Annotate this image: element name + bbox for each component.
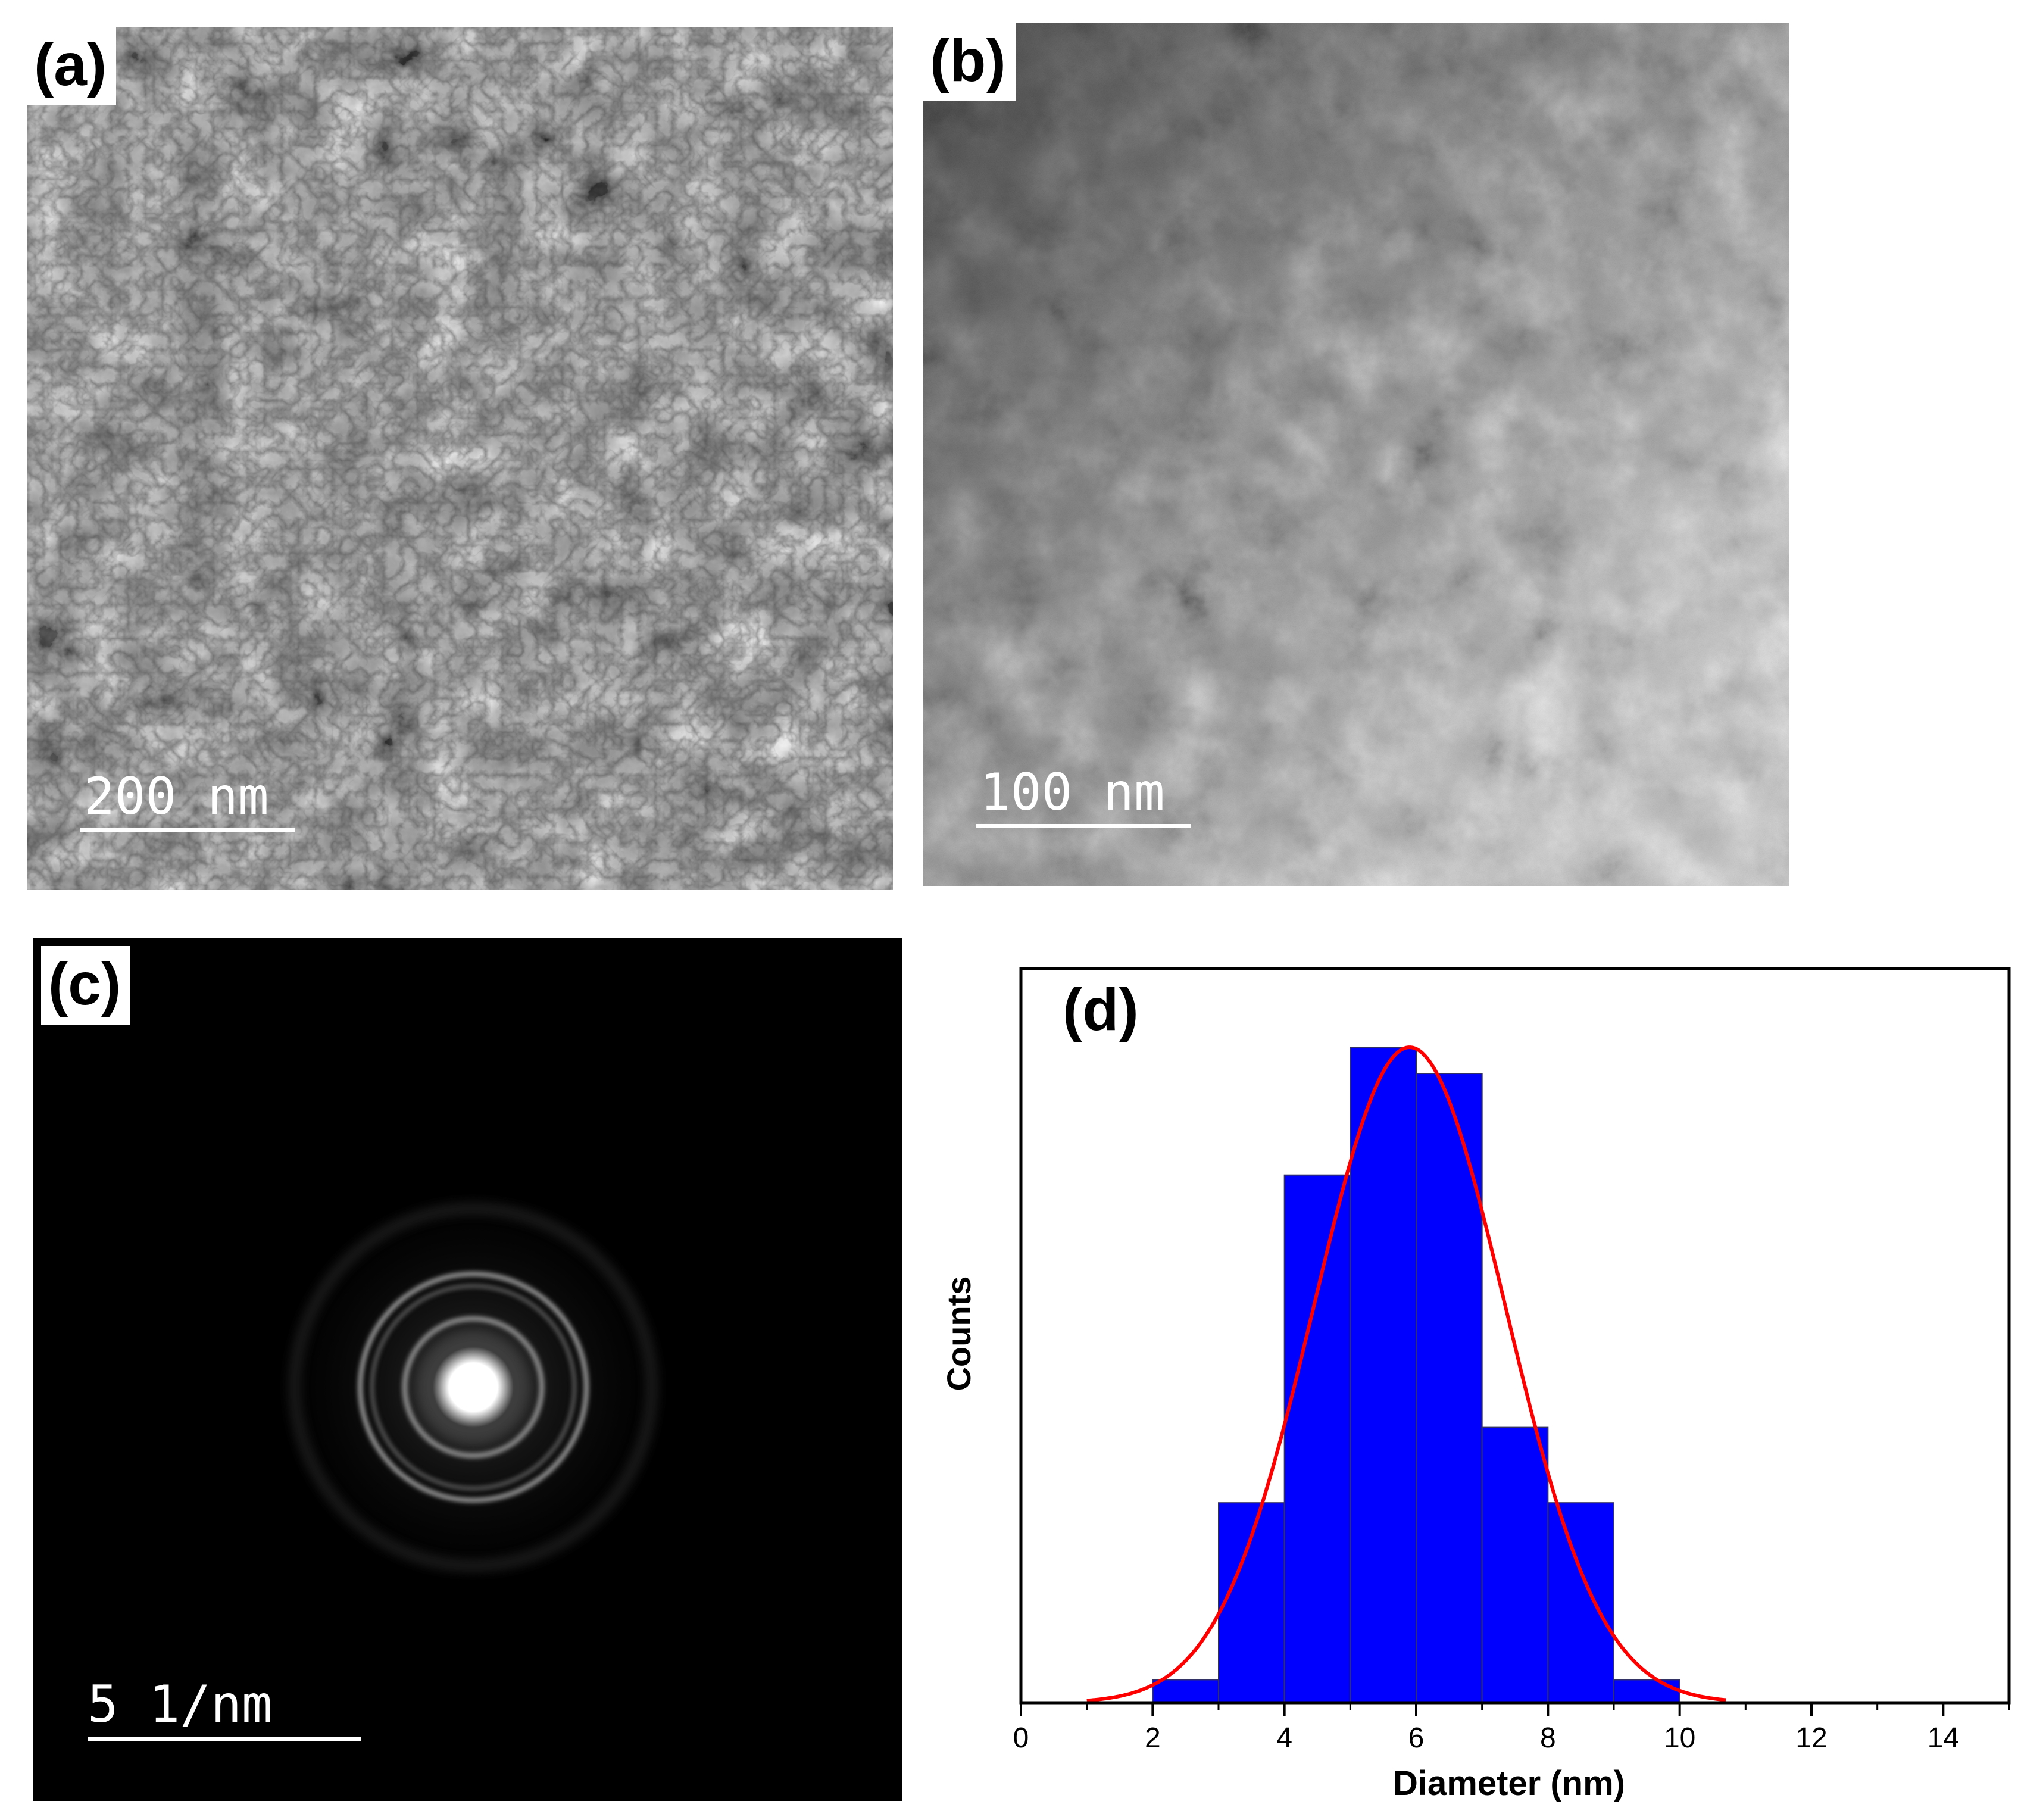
histogram-chart: Counts Diameter (nm) (d) 0 2 4 6 8 10 12 14 <box>940 967 2011 1803</box>
x-tick-label: 14 <box>1928 1722 1959 1754</box>
panel-b: (b) 100 nm <box>923 23 1789 886</box>
panel-a: (a) 200 nm <box>27 27 893 890</box>
scale-bar-line-c <box>88 1737 361 1741</box>
tem-image-a <box>27 27 893 890</box>
x-tick-label: 8 <box>1540 1722 1556 1754</box>
x-tick-label: 0 <box>1013 1722 1029 1754</box>
panel-d: Counts Diameter (nm) (d) 0 2 4 6 8 10 12 14 <box>929 953 2021 1820</box>
panel-label-b: (b) <box>923 23 1016 101</box>
scale-bar-label-a: 200 nm <box>84 767 269 826</box>
x-tick-label: 6 <box>1408 1722 1425 1754</box>
histogram-bar <box>1416 1073 1483 1703</box>
panel-label-d: (d) <box>1063 976 1139 1043</box>
histogram-bar <box>1152 1679 1220 1704</box>
tem-image-b <box>923 23 1789 886</box>
scale-bar-line-b <box>976 824 1191 828</box>
histogram-bar <box>1547 1502 1615 1703</box>
panel-c: (c) 5 1/nm <box>33 938 902 1801</box>
histogram-bar <box>1613 1679 1680 1704</box>
scale-bar-a: 200 nm <box>80 771 330 842</box>
scale-bar-label-c: 5 1/nm <box>88 1675 273 1734</box>
panel-label-a: (a) <box>27 27 117 105</box>
x-axis-label: Diameter (nm) <box>1393 1764 1625 1803</box>
gaussian-fit-line <box>1086 1045 1726 1703</box>
x-tick-label: 10 <box>1664 1722 1695 1754</box>
panel-label-c: (c) <box>41 946 131 1025</box>
scale-bar-label-b: 100 nm <box>980 763 1165 822</box>
x-tick-label: 12 <box>1795 1722 1827 1754</box>
scale-bar-b: 100 nm <box>976 767 1226 838</box>
plot-frame <box>1019 967 2011 1705</box>
histogram-bar <box>1283 1174 1351 1704</box>
histogram-bar <box>1481 1426 1549 1704</box>
y-axis-label: Counts <box>940 1276 977 1391</box>
x-tick-label: 2 <box>1145 1722 1161 1754</box>
scale-bar-line-a <box>80 828 295 832</box>
x-tick-label: 4 <box>1276 1722 1292 1754</box>
histogram-bar <box>1350 1047 1417 1703</box>
diffraction-pattern <box>259 1173 688 1602</box>
scale-bar-c: 5 1/nm <box>88 1679 385 1750</box>
